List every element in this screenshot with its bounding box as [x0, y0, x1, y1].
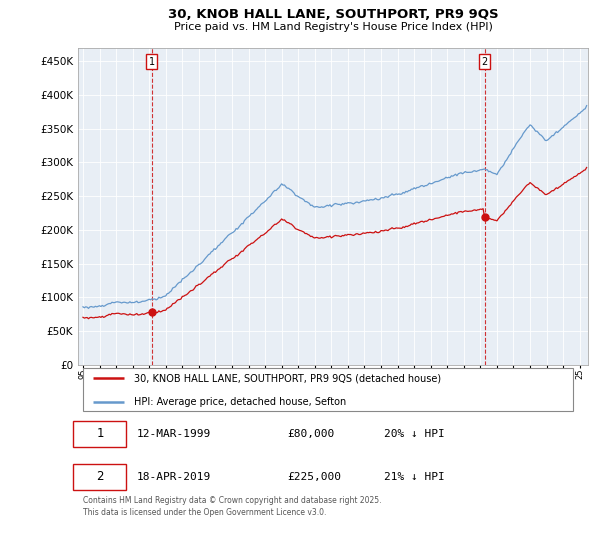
- FancyBboxPatch shape: [73, 464, 127, 489]
- Text: £225,000: £225,000: [287, 472, 341, 482]
- Text: 12-MAR-1999: 12-MAR-1999: [137, 429, 211, 439]
- Text: 20% ↓ HPI: 20% ↓ HPI: [384, 429, 445, 439]
- Text: Price paid vs. HM Land Registry's House Price Index (HPI): Price paid vs. HM Land Registry's House …: [173, 22, 493, 32]
- Text: HPI: Average price, detached house, Sefton: HPI: Average price, detached house, Seft…: [134, 396, 346, 407]
- Text: £80,000: £80,000: [287, 429, 334, 439]
- Text: 18-APR-2019: 18-APR-2019: [137, 472, 211, 482]
- Text: 30, KNOB HALL LANE, SOUTHPORT, PR9 9QS: 30, KNOB HALL LANE, SOUTHPORT, PR9 9QS: [167, 8, 499, 21]
- Text: 1: 1: [149, 57, 155, 67]
- Text: 2: 2: [481, 57, 488, 67]
- Text: Contains HM Land Registry data © Crown copyright and database right 2025.
This d: Contains HM Land Registry data © Crown c…: [83, 496, 382, 517]
- Text: 30, KNOB HALL LANE, SOUTHPORT, PR9 9QS (detached house): 30, KNOB HALL LANE, SOUTHPORT, PR9 9QS (…: [134, 374, 441, 384]
- FancyBboxPatch shape: [83, 368, 573, 412]
- FancyBboxPatch shape: [73, 421, 127, 447]
- Text: 2: 2: [96, 470, 104, 483]
- Text: 21% ↓ HPI: 21% ↓ HPI: [384, 472, 445, 482]
- Text: 1: 1: [96, 427, 104, 441]
